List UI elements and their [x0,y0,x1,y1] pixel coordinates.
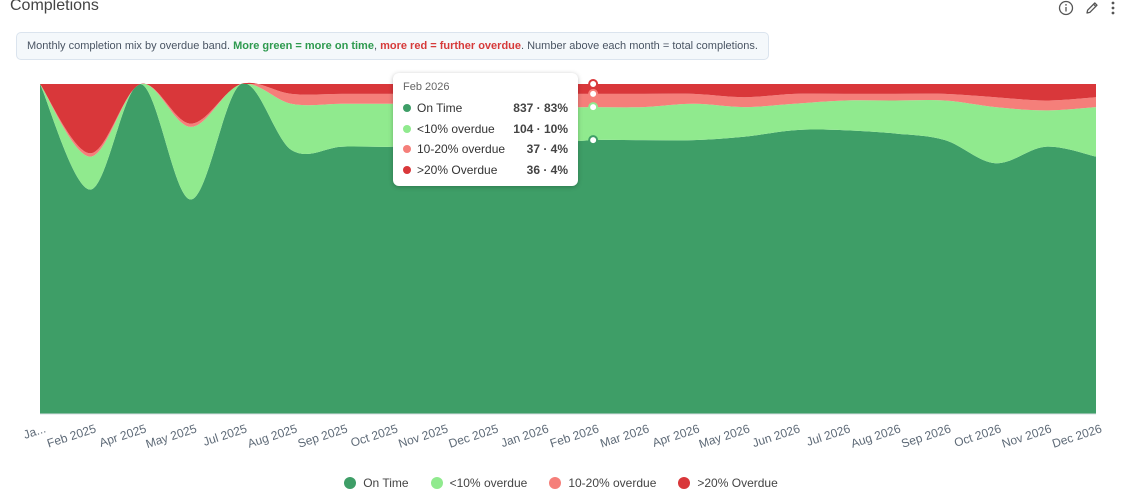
x-tick-label: Apr 2025 [97,421,148,449]
x-tick-label: Dec 2025 [447,421,500,450]
info-icon[interactable] [1058,0,1074,16]
x-tick-label: Jul 2025 [201,421,249,448]
x-tick-label: May 2026 [697,421,752,451]
x-tick-label: Feb 2025 [45,421,98,450]
x-tick-label: May 2025 [144,421,199,451]
legend-label: 10-20% overdue [568,476,657,490]
x-tick-label: Oct 2026 [952,421,1003,449]
x-tick-label: Apr 2026 [651,421,702,449]
x-tick-label: Aug 2026 [849,421,903,450]
x-tick-label: Dec 2026 [1050,421,1103,450]
chart-legend: On Time <10% overdue 10-20% overdue >20%… [0,476,1122,490]
legend-label: <10% overdue [449,476,528,490]
x-tick-label: Nov 2026 [1000,421,1053,450]
x-tick-label: Aug 2025 [246,421,300,450]
tooltip-series-value: 37 · 4% [526,142,568,157]
hover-marker-1 [588,135,599,146]
area-series-4[interactable] [40,82,1096,154]
x-tick-label: Mar 2026 [598,421,651,450]
gt20-dot-icon [403,165,411,174]
x-tick-label: Sep 2026 [899,421,953,450]
tooltip-series-name: 10-20% overdue [417,142,506,157]
legend-item-on-time[interactable]: On Time [344,476,409,490]
tooltip-row-on-time: On Time 837 · 83% [403,98,568,119]
on-time-dot-icon [403,104,411,113]
hover-marker-3 [588,88,599,99]
tooltip-series-name: On Time [417,101,463,116]
tooltip-series-value: 36 · 4% [526,162,568,177]
lt10-dot-icon [430,477,443,489]
pencil-icon[interactable] [1084,0,1100,16]
tooltip: Feb 2026 On Time 837 · 83% <10% overdue … [393,73,578,186]
legend-item-10-20[interactable]: 10-20% overdue [549,476,656,490]
x-tick-label: Sep 2025 [296,421,350,450]
hover-markers [588,79,599,146]
x-tick-label: Nov 2025 [397,421,450,450]
tooltip-series-name: >20% Overdue [417,162,498,177]
x-tick-label: Ja... [22,422,48,442]
hover-marker-4 [588,79,599,89]
chart-description: Monthly completion mix by overdue band. … [16,32,769,60]
chart-toolbar [1058,0,1116,16]
on-time-dot-icon [344,477,357,489]
x-tick-label: Jan 2026 [499,421,551,450]
tooltip-row-gt20: >20% Overdue 36 · 4% [403,160,568,181]
tooltip-header: Feb 2026 [403,81,450,93]
area-series-3[interactable] [40,82,1096,157]
tooltip-series-name: <10% overdue [417,121,495,136]
p10-20-dot-icon [403,145,411,154]
x-tick-label: Feb 2026 [548,421,601,450]
legend-item-gt20[interactable]: >20% Overdue [678,476,778,490]
tooltip-row-10-20: 10-20% overdue 37 · 4% [403,139,568,160]
hover-marker-2 [588,102,599,113]
tooltip-row-lt10: <10% overdue 104 · 10% [403,119,568,140]
legend-label: >20% Overdue [697,476,778,490]
tooltip-series-value: 837 · 83% [513,101,568,116]
x-tick-label: Oct 2025 [349,421,400,449]
x-tick-label: Jul 2026 [805,421,853,448]
legend-item-lt10[interactable]: <10% overdue [430,476,528,490]
p10-20-dot-icon [549,477,562,489]
area-series-1[interactable] [40,83,1096,415]
chart-title: Completions [10,0,99,14]
tooltip-series-value: 104 · 10% [513,121,568,136]
more-vertical-icon[interactable] [1110,0,1116,16]
legend-label: On Time [363,476,409,490]
x-tick-label: Jun 2026 [751,421,803,450]
gt20-dot-icon [678,477,691,489]
lt10-dot-icon [403,124,411,133]
